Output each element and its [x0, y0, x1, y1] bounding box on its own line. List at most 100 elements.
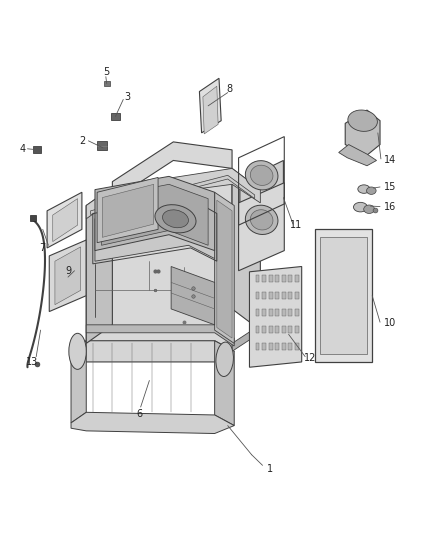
Bar: [268, 326, 272, 333]
Polygon shape: [102, 184, 208, 245]
Bar: [282, 292, 286, 299]
Polygon shape: [53, 199, 78, 241]
Bar: [282, 275, 286, 282]
Bar: [255, 292, 259, 299]
Polygon shape: [86, 325, 234, 346]
Polygon shape: [339, 144, 377, 166]
Bar: [262, 292, 266, 299]
Text: 6: 6: [137, 409, 143, 419]
Polygon shape: [71, 341, 234, 362]
Polygon shape: [47, 192, 82, 248]
Text: 1: 1: [267, 464, 273, 474]
Ellipse shape: [367, 187, 376, 195]
Bar: [97, 141, 107, 150]
Polygon shape: [71, 341, 86, 423]
Bar: [262, 309, 266, 316]
Text: 8: 8: [227, 84, 233, 94]
Text: 2: 2: [79, 136, 85, 146]
Polygon shape: [86, 187, 113, 343]
Bar: [282, 309, 286, 316]
Text: 14: 14: [384, 156, 396, 165]
Polygon shape: [240, 187, 283, 252]
Bar: [33, 146, 41, 152]
Bar: [268, 275, 272, 282]
Ellipse shape: [245, 160, 278, 190]
Polygon shape: [95, 203, 215, 261]
Bar: [282, 343, 286, 350]
Bar: [275, 309, 279, 316]
Bar: [282, 326, 286, 333]
Polygon shape: [240, 160, 283, 227]
Bar: [295, 343, 299, 350]
Polygon shape: [86, 168, 260, 219]
Bar: [255, 309, 259, 316]
Bar: [262, 326, 266, 333]
Bar: [295, 309, 299, 316]
Bar: [275, 292, 279, 299]
Polygon shape: [232, 168, 260, 330]
Bar: [262, 275, 266, 282]
Polygon shape: [71, 413, 234, 433]
Bar: [262, 343, 266, 350]
Ellipse shape: [155, 205, 196, 233]
Text: 15: 15: [384, 182, 396, 192]
Ellipse shape: [348, 110, 378, 131]
Bar: [288, 275, 292, 282]
Text: 12: 12: [304, 353, 317, 363]
Polygon shape: [215, 341, 234, 425]
Text: 13: 13: [26, 357, 38, 367]
Polygon shape: [113, 142, 232, 200]
Bar: [295, 275, 299, 282]
Text: 4: 4: [19, 144, 25, 154]
Polygon shape: [215, 192, 234, 343]
Polygon shape: [203, 86, 218, 134]
Bar: [255, 343, 259, 350]
Bar: [111, 113, 120, 120]
Polygon shape: [102, 184, 154, 237]
Ellipse shape: [216, 342, 233, 376]
Bar: [295, 326, 299, 333]
Text: 9: 9: [66, 266, 72, 276]
Bar: [255, 326, 259, 333]
Text: 7: 7: [39, 243, 46, 253]
Polygon shape: [171, 266, 215, 325]
Polygon shape: [321, 237, 367, 354]
Polygon shape: [49, 240, 86, 312]
Bar: [268, 292, 272, 299]
Polygon shape: [217, 200, 232, 338]
Polygon shape: [345, 110, 380, 155]
Ellipse shape: [251, 165, 273, 185]
Bar: [268, 343, 272, 350]
Polygon shape: [86, 325, 260, 351]
Bar: [288, 326, 292, 333]
Text: 3: 3: [124, 92, 131, 102]
Bar: [288, 309, 292, 316]
Bar: [275, 326, 279, 333]
Ellipse shape: [245, 205, 278, 235]
Ellipse shape: [353, 203, 367, 212]
Bar: [288, 292, 292, 299]
Polygon shape: [199, 78, 221, 133]
Bar: [104, 81, 110, 86]
Bar: [275, 343, 279, 350]
Bar: [275, 275, 279, 282]
Polygon shape: [55, 247, 81, 305]
Polygon shape: [315, 229, 372, 362]
Bar: [268, 309, 272, 316]
Polygon shape: [239, 183, 284, 271]
Bar: [288, 343, 292, 350]
Text: 5: 5: [104, 68, 110, 77]
Ellipse shape: [251, 209, 273, 230]
Ellipse shape: [162, 210, 188, 228]
Bar: [255, 275, 259, 282]
Text: 10: 10: [385, 318, 397, 328]
Polygon shape: [86, 168, 232, 349]
Polygon shape: [91, 175, 254, 215]
Ellipse shape: [364, 205, 374, 214]
Ellipse shape: [69, 333, 86, 369]
Text: 11: 11: [290, 220, 302, 230]
Polygon shape: [95, 176, 215, 251]
Text: 16: 16: [384, 202, 396, 212]
Polygon shape: [97, 177, 158, 243]
Polygon shape: [250, 266, 302, 367]
